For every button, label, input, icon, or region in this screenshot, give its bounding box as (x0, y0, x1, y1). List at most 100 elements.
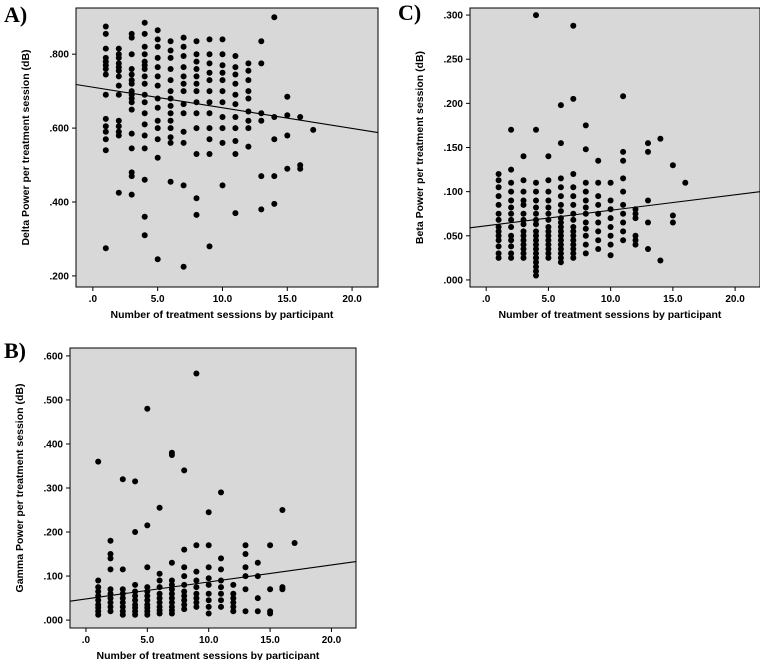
data-point (495, 201, 502, 208)
data-point (533, 254, 539, 261)
data-point (132, 529, 139, 535)
data-point (193, 80, 200, 87)
data-point (508, 204, 515, 211)
data-point (154, 154, 161, 161)
data-point (128, 80, 135, 87)
data-point (242, 564, 249, 571)
data-point (95, 577, 102, 584)
plot-area-a (75, 7, 379, 288)
data-point (193, 370, 200, 377)
data-point (102, 91, 109, 98)
data-point (181, 588, 188, 595)
data-point (620, 93, 627, 100)
data-point (205, 603, 212, 610)
data-point (181, 606, 188, 613)
data-point (533, 246, 539, 252)
data-point (168, 586, 175, 593)
data-point (167, 139, 174, 146)
data-point (258, 117, 265, 124)
data-point (181, 573, 188, 580)
data-point (570, 237, 577, 244)
data-point (557, 224, 564, 230)
data-point (218, 584, 224, 591)
data-point (245, 95, 252, 102)
data-point (206, 60, 213, 67)
data-point (218, 566, 224, 573)
data-point (632, 210, 639, 217)
data-point (582, 219, 589, 226)
y-tick-label: .000 (44, 616, 64, 627)
data-point (119, 603, 126, 610)
y-axis-label: Gamma Power per treatment session (dB) (14, 384, 26, 593)
data-point (570, 232, 577, 239)
data-point (495, 193, 502, 200)
data-point (193, 603, 200, 610)
data-point (102, 123, 109, 130)
data-point (242, 608, 249, 615)
data-point (132, 597, 139, 604)
data-point (258, 60, 265, 67)
data-point (545, 177, 552, 184)
data-point (206, 88, 213, 95)
y-tick-label: .200 (50, 271, 70, 282)
x-tick-label: 20.0 (322, 635, 342, 646)
x-tick-label: .0 (89, 294, 98, 305)
chart-panel-b: .0 5.0 10.0 15.0 20.0 .000 .100 .200 .300 .400 .50… (14, 347, 357, 660)
data-point (119, 595, 126, 602)
data-point (595, 193, 602, 200)
data-point (669, 219, 676, 226)
data-point (102, 115, 109, 122)
data-point (557, 175, 564, 182)
data-point (508, 126, 515, 133)
data-point (533, 263, 539, 270)
data-point (95, 597, 102, 604)
y-axis-label: Beta Power per treatment session (dB) (414, 51, 426, 244)
data-point (495, 210, 502, 217)
y-tick-label: .500 (44, 395, 64, 406)
y-tick-label: .000 (444, 275, 464, 286)
data-point (132, 611, 139, 618)
data-point (206, 77, 213, 84)
data-point (115, 117, 122, 124)
data-point (495, 216, 502, 223)
data-point (557, 228, 564, 235)
y-tick-label: .250 (444, 55, 464, 66)
data-point (232, 101, 239, 108)
data-point (267, 586, 274, 593)
data-point (520, 228, 527, 235)
data-point (180, 53, 187, 59)
data-point (230, 608, 237, 615)
data-point (508, 243, 515, 250)
data-point (245, 143, 252, 150)
data-point (193, 88, 200, 95)
data-point (206, 69, 213, 76)
data-point (144, 405, 151, 412)
data-point (107, 599, 114, 606)
data-point (495, 237, 502, 244)
data-point (181, 564, 188, 571)
data-point (154, 125, 161, 132)
data-point (128, 71, 135, 78)
y-tick-label: .150 (444, 143, 464, 154)
data-point (232, 138, 239, 144)
data-point (533, 232, 539, 239)
data-point (193, 590, 200, 597)
data-point (620, 219, 627, 226)
data-point (154, 95, 161, 102)
data-point (205, 610, 212, 617)
data-point (230, 581, 237, 588)
data-point (144, 611, 151, 618)
data-point (168, 559, 175, 566)
data-point (205, 509, 212, 516)
data-point (620, 157, 627, 164)
data-point (128, 145, 135, 152)
data-point (545, 250, 552, 257)
data-point (193, 577, 200, 584)
y-tick-label: .100 (44, 572, 64, 583)
data-point (508, 197, 515, 204)
data-point (167, 88, 174, 95)
data-point (570, 201, 577, 208)
data-point (545, 197, 552, 204)
data-point (180, 110, 187, 117)
